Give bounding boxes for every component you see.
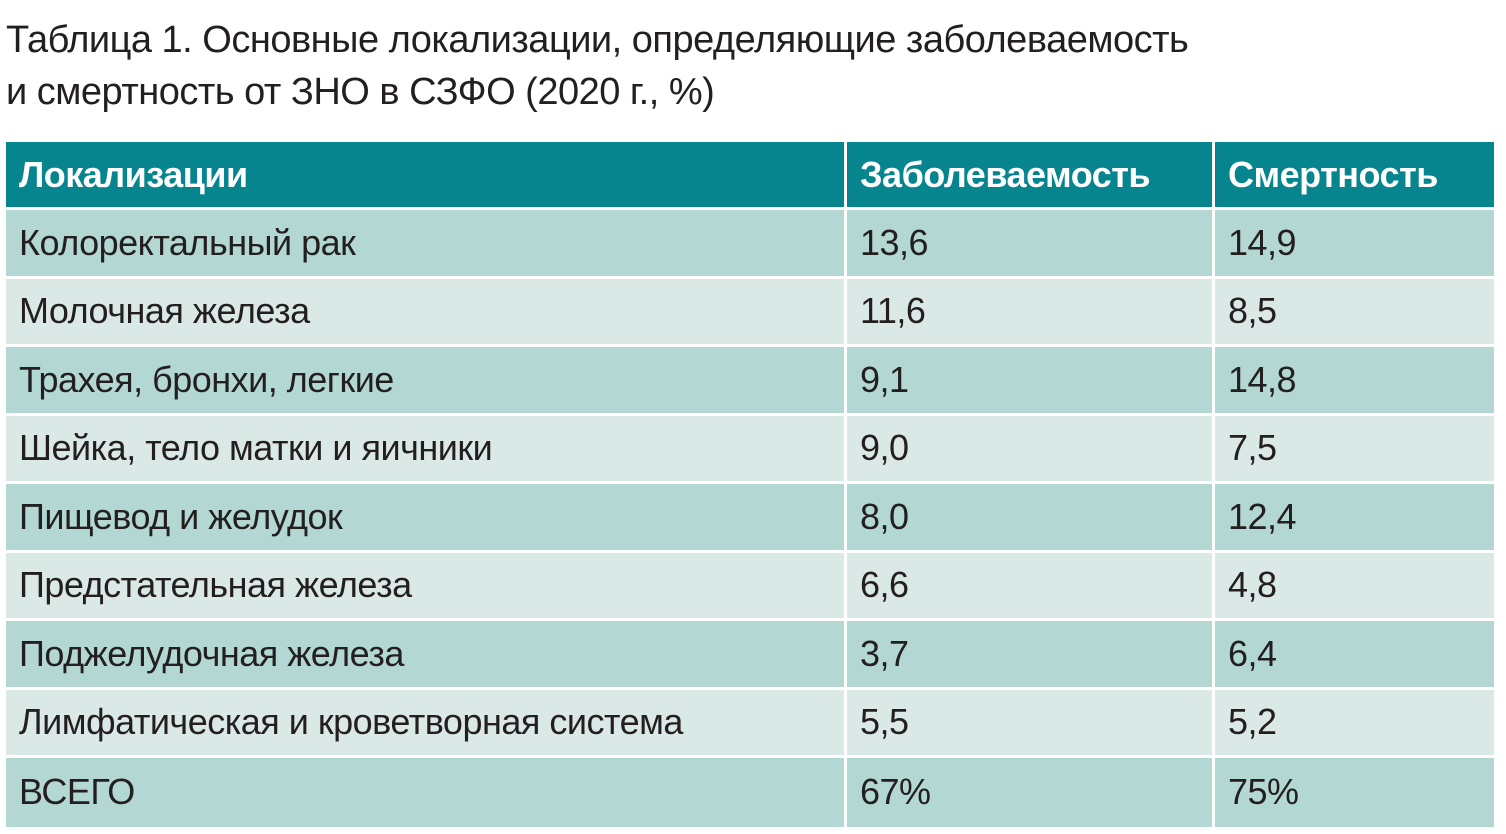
- table-header-row: Локализации Заболеваемость Смертность: [6, 142, 1494, 210]
- column-header-localization: Локализации: [6, 142, 847, 210]
- cell-localization: Предстательная железа: [6, 552, 847, 621]
- cell-mortality-total: 75%: [1215, 758, 1494, 827]
- table-row-total: ВСЕГО 67% 75%: [6, 758, 1494, 827]
- cell-localization: Колоректальный рак: [6, 210, 847, 279]
- table-row: Колоректальный рак 13,6 14,9: [6, 210, 1494, 279]
- cell-incidence: 13,6: [847, 210, 1215, 279]
- table-row: Молочная железа 11,6 8,5: [6, 278, 1494, 347]
- cell-localization: Пищевод и желудок: [6, 484, 847, 553]
- cell-mortality: 8,5: [1215, 278, 1494, 347]
- table-row: Пищевод и желудок 8,0 12,4: [6, 484, 1494, 553]
- cell-mortality: 4,8: [1215, 552, 1494, 621]
- table-caption-line-1: Таблица 1. Основные локализации, определ…: [6, 19, 1189, 61]
- cell-incidence: 8,0: [847, 484, 1215, 553]
- cell-localization: Поджелудочная железа: [6, 621, 847, 690]
- column-header-incidence: Заболеваемость: [847, 142, 1215, 210]
- cell-localization: Шейка, тело матки и яичники: [6, 415, 847, 484]
- cell-incidence: 5,5: [847, 689, 1215, 758]
- table-row: Предстательная железа 6,6 4,8: [6, 552, 1494, 621]
- table-row: Шейка, тело матки и яичники 9,0 7,5: [6, 415, 1494, 484]
- cell-incidence: 3,7: [847, 621, 1215, 690]
- cell-mortality: 7,5: [1215, 415, 1494, 484]
- column-header-mortality: Смертность: [1215, 142, 1494, 210]
- cell-localization-total: ВСЕГО: [6, 758, 847, 827]
- table-row: Лимфатическая и кроветворная система 5,5…: [6, 689, 1494, 758]
- table-caption: Таблица 1. Основные локализации, определ…: [6, 14, 1486, 118]
- table-caption-line-2: и смертность от ЗНО в СЗФО (2020 г., %): [6, 71, 715, 113]
- cell-mortality: 12,4: [1215, 484, 1494, 553]
- cell-incidence: 9,0: [847, 415, 1215, 484]
- cell-localization: Молочная железа: [6, 278, 847, 347]
- cell-incidence-total: 67%: [847, 758, 1215, 827]
- cell-mortality: 5,2: [1215, 689, 1494, 758]
- cell-incidence: 11,6: [847, 278, 1215, 347]
- table-row: Трахея, бронхи, легкие 9,1 14,8: [6, 347, 1494, 416]
- cell-incidence: 6,6: [847, 552, 1215, 621]
- localizations-table: Локализации Заболеваемость Смертность Ко…: [6, 142, 1494, 827]
- cell-incidence: 9,1: [847, 347, 1215, 416]
- cell-mortality: 6,4: [1215, 621, 1494, 690]
- cell-localization: Лимфатическая и кроветворная система: [6, 689, 847, 758]
- cell-localization: Трахея, бронхи, легкие: [6, 347, 847, 416]
- cell-mortality: 14,8: [1215, 347, 1494, 416]
- table-row: Поджелудочная железа 3,7 6,4: [6, 621, 1494, 690]
- cell-mortality: 14,9: [1215, 210, 1494, 279]
